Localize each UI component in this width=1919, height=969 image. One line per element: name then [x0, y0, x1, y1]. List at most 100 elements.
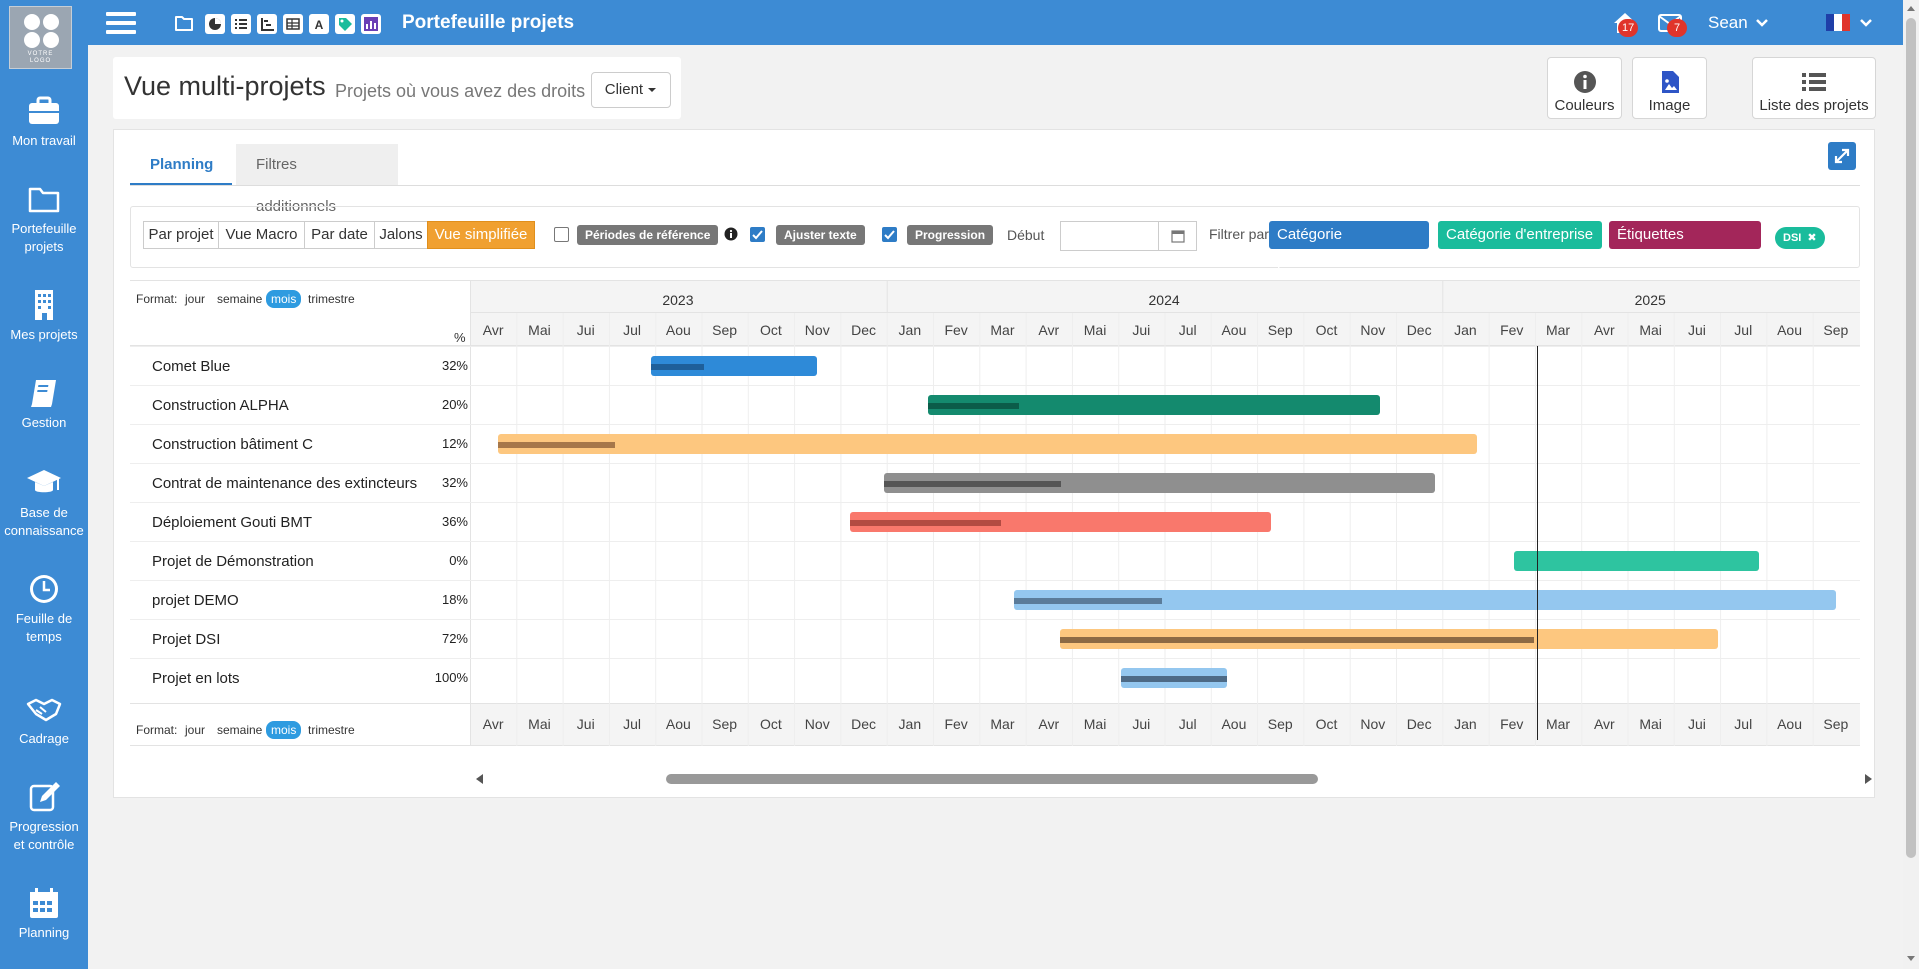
messages-button[interactable]: 7	[1657, 11, 1687, 40]
project-row[interactable]: Projet en lots 100%	[130, 658, 1860, 697]
menu-icon[interactable]	[106, 12, 136, 34]
project-name[interactable]: Projet en lots	[152, 670, 240, 687]
risk-icon[interactable]: A	[309, 14, 329, 34]
user-menu[interactable]: Sean	[1708, 13, 1769, 33]
project-name[interactable]: projet DEMO	[152, 592, 239, 609]
bar-chart-icon[interactable]	[361, 14, 381, 34]
project-bar[interactable]	[1014, 590, 1836, 610]
periodes-checkbox[interactable]	[554, 227, 569, 242]
info-icon[interactable]	[724, 227, 738, 241]
project-name[interactable]: Comet Blue	[152, 358, 231, 375]
horizontal-scrollbar[interactable]	[474, 772, 1874, 786]
tab-filtres-additionnels[interactable]: Filtres additionnels	[236, 144, 398, 215]
expand-icon	[1834, 148, 1850, 164]
gantt-icon[interactable]	[257, 14, 277, 34]
folder-icon[interactable]	[174, 14, 194, 32]
view-jalons[interactable]: Jalons	[374, 221, 428, 249]
project-bar[interactable]	[928, 395, 1380, 415]
project-list-button[interactable]: Liste des projets	[1752, 57, 1876, 119]
view-vue-macro[interactable]: Vue Macro	[218, 221, 305, 249]
filter-categorie-entreprise[interactable]: Catégorie d'entreprise	[1438, 221, 1602, 266]
view-par-date[interactable]: Par date	[304, 221, 375, 249]
sidebar-item-portefeuille[interactable]: Portefeuille projets	[0, 182, 88, 256]
check-icon	[752, 230, 763, 240]
list-icon[interactable]	[231, 14, 251, 34]
ajuster-texte-checkbox[interactable]	[750, 227, 765, 242]
format-mois[interactable]: mois	[266, 721, 302, 739]
format-trimestre[interactable]: trimestre	[308, 292, 355, 306]
pie-chart-icon[interactable]	[205, 14, 225, 34]
company-logo[interactable]: VOTRE LOGO	[9, 6, 72, 69]
project-row[interactable]: Comet Blue 32%	[130, 346, 1860, 385]
today-line	[1537, 346, 1539, 740]
format-jour[interactable]: jour	[185, 723, 206, 737]
sidebar-item-gestion[interactable]: Gestion	[0, 376, 88, 432]
view-vue-simplifiee[interactable]: Vue simplifiée	[427, 221, 535, 249]
image-button[interactable]: Image	[1632, 57, 1707, 119]
notifications-button[interactable]: 17	[1612, 11, 1639, 40]
project-row[interactable]: projet DEMO 18%	[130, 580, 1860, 619]
project-row[interactable]: Projet de Démonstration 0%	[130, 541, 1860, 580]
project-name[interactable]: Déploiement Gouti BMT	[152, 514, 313, 531]
table-icon[interactable]	[283, 14, 303, 34]
project-bar[interactable]	[1120, 668, 1227, 688]
scroll-down-icon[interactable]	[1906, 955, 1916, 963]
client-dropdown[interactable]: Client	[591, 72, 671, 108]
project-bar[interactable]	[849, 512, 1271, 532]
project-bar[interactable]	[884, 473, 1436, 493]
project-name[interactable]: Contrat de maintenance des extincteurs	[152, 475, 418, 492]
debut-calendar-button[interactable]	[1158, 221, 1197, 251]
format-trimestre[interactable]: trimestre	[308, 723, 355, 737]
page-scrollbar[interactable]	[1903, 0, 1919, 969]
view-par-projet[interactable]: Par projet	[143, 221, 219, 249]
scrollbar-thumb[interactable]	[666, 774, 1318, 784]
caret-down-icon	[1359, 261, 1367, 266]
project-row[interactable]: Contrat de maintenance des extincteurs 32…	[130, 463, 1860, 502]
sidebar-item-planning[interactable]: Planning	[0, 886, 88, 942]
tab-planning[interactable]: Planning	[130, 144, 232, 186]
filter-etiquettes-activites[interactable]: Étiquettes d'activités	[1609, 221, 1761, 271]
project-row[interactable]: Déploiement Gouti BMT 36%	[130, 502, 1860, 541]
debut-date-input[interactable]	[1060, 221, 1159, 251]
sidebar-item-mon-travail[interactable]: Mon travail	[0, 94, 88, 150]
progression-label: Progression	[907, 225, 994, 245]
dsi-filter-tag[interactable]: DSI ✖	[1775, 227, 1825, 249]
project-name[interactable]: Projet DSI	[152, 631, 221, 648]
scroll-up-icon[interactable]	[1906, 4, 1916, 12]
colors-button[interactable]: Couleurs	[1547, 57, 1622, 119]
sidebar-item-base-connaissance[interactable]: Base de connaissance	[0, 466, 88, 540]
project-name[interactable]: Construction ALPHA	[152, 397, 289, 414]
remove-tag-icon[interactable]: ✖	[1807, 232, 1817, 244]
project-row[interactable]: Construction ALPHA 20%	[130, 385, 1860, 424]
project-bar[interactable]	[1514, 551, 1760, 571]
month-label: Jui	[1687, 716, 1706, 732]
filter-categorie-personnelle[interactable]: Catégorie personnelle	[1269, 221, 1429, 271]
month-gridline	[794, 313, 796, 746]
progression-checkbox[interactable]	[882, 227, 897, 242]
calendar-icon	[1171, 230, 1185, 243]
format-jour[interactable]: jour	[185, 292, 206, 306]
year-month-divider	[470, 312, 1860, 313]
fullscreen-button[interactable]	[1828, 142, 1856, 170]
project-bar[interactable]	[650, 356, 818, 376]
project-row[interactable]: Projet DSI 72%	[130, 619, 1860, 658]
scroll-left-icon[interactable]	[474, 772, 486, 786]
sidebar-item-feuille-temps[interactable]: Feuille de temps	[0, 572, 88, 646]
tags-icon[interactable]	[335, 14, 355, 34]
sidebar-item-progression[interactable]: Progression et contrôle	[0, 780, 88, 854]
scroll-right-icon[interactable]	[1862, 772, 1874, 786]
project-bar[interactable]	[1060, 629, 1718, 649]
project-name[interactable]: Construction bâtiment C	[152, 436, 313, 453]
month-gridline	[701, 313, 703, 746]
sidebar-item-cadrage[interactable]: Cadrage	[0, 692, 88, 748]
month-label: Avr	[1038, 322, 1060, 338]
format-semaine[interactable]: semaine	[217, 723, 263, 737]
project-row[interactable]: Construction bâtiment C 12%	[130, 424, 1860, 463]
project-name[interactable]: Projet de Démonstration	[152, 553, 314, 570]
sidebar-item-mes-projets[interactable]: Mes projets	[0, 288, 88, 344]
project-bar[interactable]	[497, 434, 1477, 454]
page-scrollbar-thumb[interactable]	[1906, 18, 1916, 858]
language-menu[interactable]	[1826, 14, 1873, 36]
format-semaine[interactable]: semaine	[217, 292, 263, 306]
format-mois[interactable]: mois	[266, 290, 302, 308]
